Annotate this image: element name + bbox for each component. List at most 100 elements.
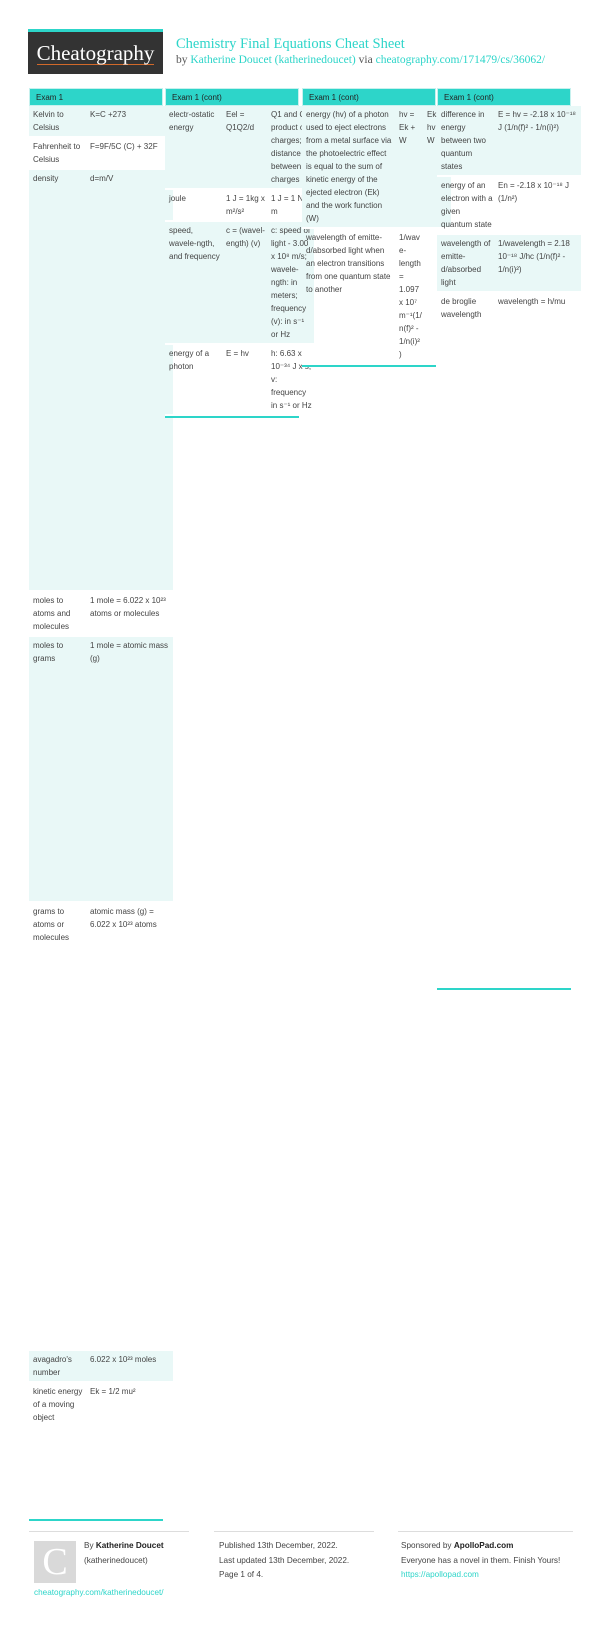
definition-cell: K=C +273 [86, 106, 173, 137]
table-row: joule 1 J = 1kg x m²/s² 1 J = 1 N x m [165, 189, 314, 221]
table-row: kinetic energy of a moving object Ek = 1/… [29, 1382, 173, 1518]
definition-cell: 1/wave-length = 1.097 x 10⁷ m⁻¹(1/n(f)² … [399, 233, 422, 359]
definition-cell: atomic mass (g) = 6.022 x 10²³ atoms [90, 907, 157, 929]
term-cell: density [29, 169, 86, 591]
sponsor-name[interactable]: ApolloPad.com [453, 1541, 514, 1550]
table-row: speed, wavele-ngth, and frequency c = (wa… [165, 221, 314, 344]
page-title: Chemistry Final Equations Cheat Sheet [176, 36, 405, 52]
term-cell: Fahrenheit to Celsius [33, 142, 81, 164]
footer-author: By Katherine Doucet (katherinedoucet) [84, 1539, 204, 1568]
definition-cell: En = -2.18 x 10⁻¹⁸ J (1/n²) [498, 181, 569, 203]
section-heading: Exam 1 (cont) [165, 88, 299, 106]
term-cell: moles to atoms and molecules [33, 596, 71, 631]
definition-cell: h: 6.63 x 10⁻³⁴ J x s; v: frequency in s… [271, 349, 312, 410]
author-avatar[interactable]: C [34, 1541, 76, 1583]
section-table: electr-ostatic energy Eel = Q1Q2/d Q1 and … [165, 106, 314, 416]
footer-sponsor: Sponsored by ApolloPad.com Everyone has … [401, 1539, 571, 1583]
published-date: Published 13th December, 2022. [219, 1541, 338, 1550]
definition-cell: 1 mole = 6.022 x 10²³ atoms or molecules [90, 596, 166, 618]
table-row: grams to atoms or molecules atomic mass (… [29, 902, 173, 1350]
sponsor-link[interactable]: https://apollopad.com [401, 1570, 479, 1579]
table-row: wavelength of emitte-d/absorbed light 1/w… [437, 234, 581, 292]
term-cell: kinetic energy of a moving object [33, 1387, 83, 1422]
author-handle: (katherinedoucet) [84, 1555, 148, 1565]
sponsored-by-label: Sponsored by [401, 1541, 452, 1550]
definition-cell: c: speed of light - 3.00 x 10⁸ m/s; wave… [267, 221, 314, 344]
table-row: Kelvin to Celsius K=C +273 [29, 106, 173, 137]
definition-cell: E = hv = -2.18 x 10⁻¹⁸ J (1/n(f)² - 1/n(… [494, 106, 581, 176]
table-row: wavelength of emitte-d/absorbed light wh… [302, 228, 451, 364]
term-cell: wavelength of emitte-d/absorbed light [437, 234, 494, 292]
section-table: difference in energy between two quantum… [437, 106, 581, 988]
updated-date: Last updated 13th December, 2022. [219, 1555, 350, 1565]
section-body: Kelvin to Celsius K=C +273 Fahrenheit to C… [29, 106, 173, 1521]
table-row: energy of an electron with a given quant… [437, 176, 581, 234]
definition-cell: E = hv [226, 349, 249, 358]
term-cell: energy (hv) of a photon used to eject el… [302, 106, 395, 228]
definition-cell: 1 mole = atomic mass (g) [86, 636, 173, 902]
table-row: moles to atoms and molecules 1 mole = 6.0… [29, 591, 173, 636]
footer-divider [214, 1531, 374, 1532]
term-cell: moles to grams [29, 636, 86, 902]
footer-publish-info: Published 13th December, 2022. Last upda… [219, 1539, 389, 1583]
definition-cell: 6.022 x 10²³ moles [86, 1350, 173, 1382]
section-heading: Exam 1 (cont) [302, 88, 436, 106]
definition-cell: F=9F/5C (C) + 32F [90, 142, 158, 151]
footer: C By Katherine Doucet (katherinedoucet) … [0, 1531, 600, 1611]
definition-cell: d=m/V [86, 169, 173, 591]
section-body: electr-ostatic energy Eel = Q1Q2/d Q1 and … [165, 106, 314, 418]
table-row: energy (hv) of a photon used to eject el… [302, 106, 451, 228]
cheatography-logo[interactable]: Cheatography [28, 29, 163, 74]
term-cell: Kelvin to Celsius [29, 106, 86, 137]
page-number: Page 1 of 4. [219, 1570, 264, 1579]
author-name[interactable]: Katherine Doucet [95, 1541, 164, 1550]
definition-cell: 1/wavelength = 2.18 10⁻¹⁸ J/hc (1/n(f)² … [494, 234, 581, 292]
term-cell: energy of a photon [169, 349, 210, 371]
term-cell: joule [169, 194, 186, 203]
definition-cell: 1 J = 1kg x m²/s² [226, 194, 265, 216]
author-profile-link[interactable]: cheatography.com/katherinedoucet/ [34, 1588, 164, 1597]
sponsor-text: Everyone has a novel in them. Finish You… [401, 1555, 561, 1565]
section-body: energy (hv) of a photon used to eject el… [302, 106, 451, 367]
sheet-url-link[interactable]: cheatography.com/171479/cs/36062/ [375, 54, 546, 66]
section-heading: Exam 1 (cont) [437, 88, 571, 106]
cheat-section: Exam 1 Kelvin to Celsius K=C +273 Fahrenhei… [29, 88, 173, 1521]
term-cell: wavelength of emitte-d/absorbed light wh… [306, 233, 391, 294]
via-label: via [358, 54, 373, 66]
author-link[interactable]: Katherine Doucet (katherinedoucet) [190, 54, 356, 66]
section-heading: Exam 1 [29, 88, 163, 106]
term-cell: electr-ostatic energy [165, 106, 222, 189]
term-cell: difference in energy between two quantum… [437, 106, 494, 176]
footer-divider [398, 1531, 573, 1532]
section-table: Kelvin to Celsius K=C +273 Fahrenheit to C… [29, 106, 173, 1519]
section-table: energy (hv) of a photon used to eject el… [302, 106, 451, 365]
definition-cell: Eel = Q1Q2/d [222, 106, 267, 189]
byline: by Katherine Doucet (katherinedoucet) vi… [176, 54, 545, 66]
cheat-section: Exam 1 (cont) electr-ostatic energy Eel = … [165, 88, 314, 418]
definition-cell: hv = Ek + W [395, 106, 423, 228]
footer-divider [29, 1531, 189, 1532]
term-cell: grams to atoms or molecules [33, 907, 70, 942]
term-cell: de broglie wavelength [441, 297, 482, 319]
logo-text: Cheatography [36, 40, 155, 65]
table-row: energy of a photon E = hv h: 6.63 x 10⁻³⁴ … [165, 344, 314, 415]
definition-cell: Ek = 1/2 mu² [90, 1387, 136, 1396]
section-body: difference in energy between two quantum… [437, 106, 581, 990]
by-label: by [176, 54, 188, 66]
definition-cell: wavelength = h/mu [498, 297, 566, 306]
by-label: By [84, 1541, 94, 1550]
table-row: avagadro's number 6.022 x 10²³ moles [29, 1350, 173, 1382]
term-cell: avagadro's number [29, 1350, 86, 1382]
table-row: difference in energy between two quantum… [437, 106, 581, 176]
term-cell: speed, wavele-ngth, and frequency [165, 221, 222, 344]
table-row: electr-ostatic energy Eel = Q1Q2/d Q1 and … [165, 106, 314, 189]
cheat-section: Exam 1 (cont) difference in energy betwee… [437, 88, 581, 990]
table-row: Fahrenheit to Celsius F=9F/5C (C) + 32F [29, 137, 173, 169]
cheat-section: Exam 1 (cont) energy (hv) of a photon use… [302, 88, 451, 367]
term-cell: energy of an electron with a given quant… [441, 181, 493, 229]
definition-cell: c = (wavel-ength) (v) [222, 221, 267, 344]
definition-cell: 1 J = 1 N x m [271, 194, 310, 216]
